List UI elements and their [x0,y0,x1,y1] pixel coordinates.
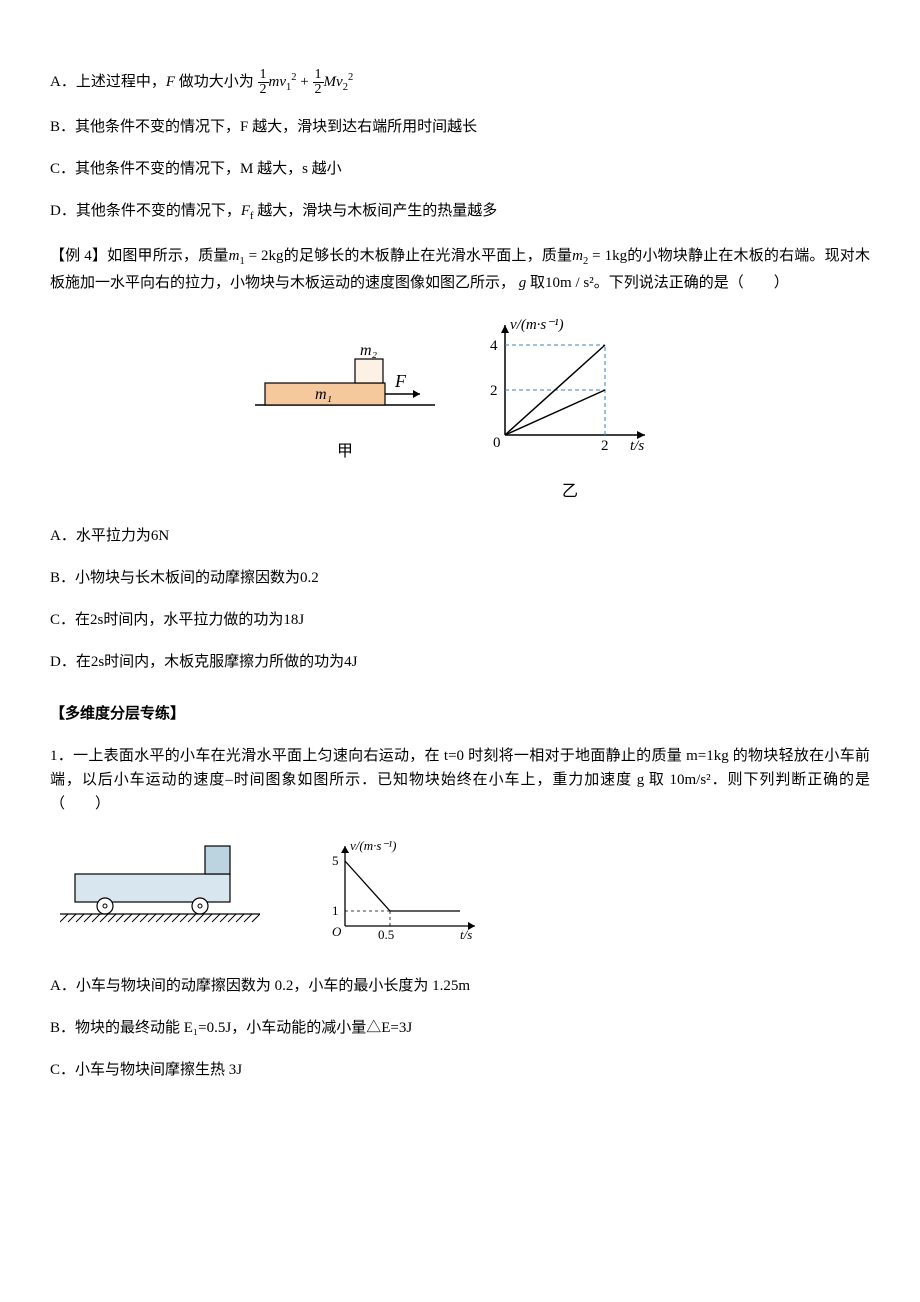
ytick-2: 2 [490,383,498,399]
sym-m: m [269,74,280,90]
symbol-Ff: F [241,203,250,219]
ex4-t3: 。下列说法正确的是（ ） [594,275,789,291]
xtick-05: 0.5 [378,927,394,942]
xaxis-label: t/s [630,438,644,454]
option-C: C．其他条件不变的情况下，M 越大，s 越小 [50,157,870,181]
label-m2: m₂ [360,342,378,359]
ytick-1: 1 [332,903,339,918]
figure-yi: 4 2 0 2 v/(m·s⁻¹) t/s 乙 [475,315,665,505]
option-D-suffix: 越大，滑块与木板间产生的热量越多 [254,203,498,219]
diagram-cart [60,836,260,926]
fraction-half-1: 12 [258,68,269,97]
figure-row-2: 5 1 O 0.5 v/(m·s⁻¹) t/s [60,836,870,954]
ex4-option-C: C．在2s时间内，水平拉力做的功为18J [50,608,870,632]
ex4-option-A: A．水平拉力为6N [50,524,870,548]
ex4-gtext: 取 [526,275,545,291]
option-D: D．其他条件不变的情况下，Ff 越大，滑块与木板间产生的热量越多 [50,199,870,226]
origin-0: 0 [493,435,501,451]
ex4-gval: 10m / s² [545,275,594,291]
diagram-board-block: m₁ m₂ F [255,315,435,425]
xtick-2: 2 [601,438,609,454]
sym-g: g [515,275,526,291]
figure-vt2: 5 1 O 0.5 v/(m·s⁻¹) t/s [320,836,490,954]
origin-O: O [332,924,342,939]
ex4-m2eq: = 1kg [588,248,627,264]
example4-stem: 【例 4】如图甲所示，质量m1 = 2kg的足够长的木板静止在光滑水平面上，质量… [50,244,870,295]
yaxis-label-2: v/(m·s⁻¹) [350,838,397,853]
sym-m1: m [229,248,240,264]
figure-cart [60,836,260,954]
velocity-time-graph-2: 5 1 O 0.5 v/(m·s⁻¹) t/s [320,836,490,946]
q1-option-A: A．小车与物块间的动摩擦因数为 0.2，小车的最小长度为 1.25m [50,974,870,998]
caption-jia: 甲 [255,439,435,465]
ex4-option-D: D．在2s时间内，木板克服摩擦力所做的功为4J [50,650,870,674]
velocity-time-graph-1: 4 2 0 2 v/(m·s⁻¹) t/s [475,315,665,465]
label-F: F [394,371,407,391]
ytick-5: 5 [332,853,339,868]
ex4-m1eq: = 2kg [245,248,284,264]
q1-stem: 1．一上表面水平的小车在光滑水平面上匀速向右运动，在 t=0 时刻将一相对于地面… [50,744,870,816]
yaxis-label: v/(m·s⁻¹) [510,317,564,333]
xaxis-label-2: t/s [460,927,472,942]
sym-m2: m [572,248,583,264]
ex4-t1: 的足够长的木板静止在光滑水平面上，质量 [284,248,573,264]
sym-v2sq: v [336,74,343,90]
option-A-mid: 做功大小为 [175,74,254,90]
ex4-option-B: B．小物块与长木板间的动摩擦因数为0.2 [50,566,870,590]
option-A-prefix: A．上述过程中， [50,74,166,90]
sym-M: M [324,74,337,90]
symbol-F: F [166,74,175,90]
figure-row-1: m₁ m₂ F 甲 4 2 0 2 v/(m·s⁻¹) t/s [50,315,870,505]
option-D-prefix: D．其他条件不变的情况下， [50,203,241,219]
section-title: 【多维度分层专练】 [50,702,870,726]
q1-option-C: C．小车与物块间摩擦生热 3J [50,1058,870,1082]
option-B: B．其他条件不变的情况下，F 越大，滑块到达右端所用时间越长 [50,115,870,139]
q1-option-B: B．物块的最终动能 E₁=0.5J，小车动能的减小量△E=3J [50,1016,870,1040]
caption-yi: 乙 [475,479,665,505]
label-m1: m₁ [315,386,332,403]
option-A: A．上述过程中，F 做功大小为 12mv12 + 12Mv22 [50,68,870,97]
ex4-label: 【例 4】如图甲所示，质量 [50,248,229,264]
fraction-half-2: 12 [313,68,324,97]
ytick-4: 4 [490,338,498,354]
figure-jia: m₁ m₂ F 甲 [255,315,435,505]
